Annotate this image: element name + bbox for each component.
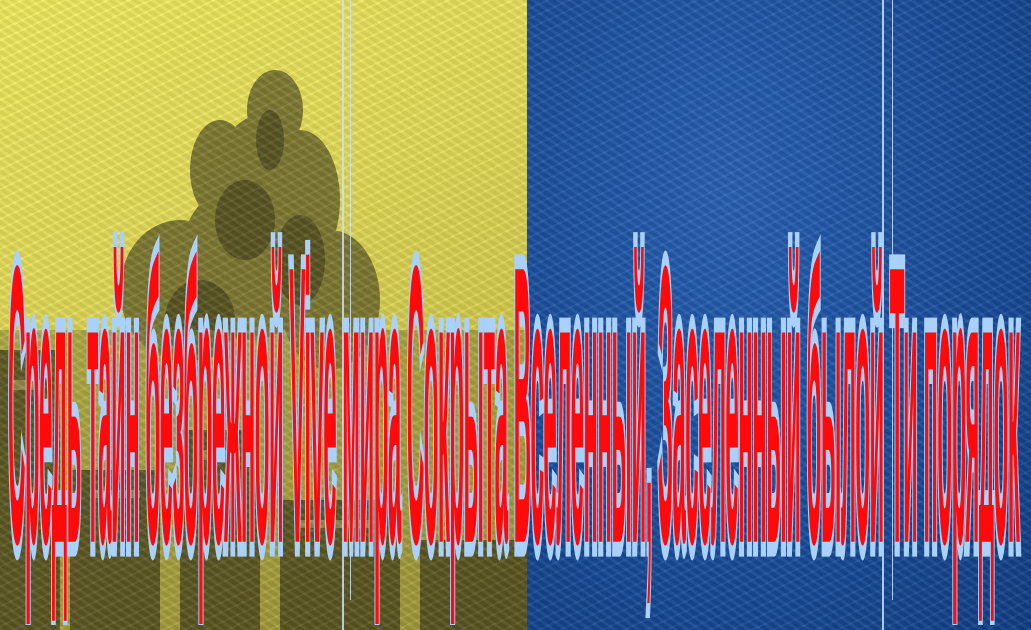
vertical-line bbox=[342, 0, 344, 630]
left-panel-texture bbox=[0, 0, 527, 630]
slide-text: Средь тайн безбрежной Vive мира Сокрыта … bbox=[8, 205, 1021, 625]
slide-text-container: Средь тайн безбрежной Vive мира Сокрыта … bbox=[8, 205, 1023, 625]
vertical-line bbox=[882, 0, 884, 630]
tree-photo bbox=[0, 70, 527, 630]
right-panel-texture bbox=[527, 0, 1031, 630]
right-panel-background bbox=[527, 0, 1031, 630]
left-panel-photo bbox=[0, 0, 527, 630]
vertical-line bbox=[892, 0, 893, 600]
vertical-line bbox=[350, 0, 351, 600]
